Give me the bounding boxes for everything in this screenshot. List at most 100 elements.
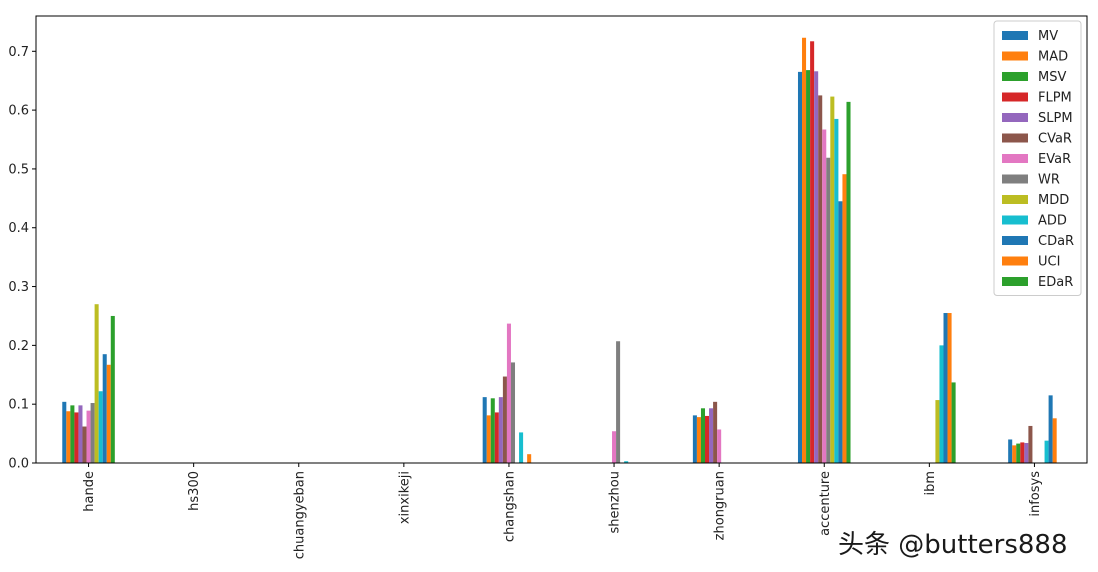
x-tick-label-changshan: changshan xyxy=(502,471,517,542)
y-tick-label: 0.0 xyxy=(8,457,29,472)
bar-mad-accenture xyxy=(802,37,807,463)
legend-label-mad: MAD xyxy=(1038,50,1068,65)
bar-wr-changshan xyxy=(510,362,516,463)
x-tick-label-chuangyeban: chuangyeban xyxy=(292,471,307,559)
y-tick-label: 0.4 xyxy=(8,221,29,236)
bar-mv-changshan xyxy=(482,397,487,463)
bar-msv-infosys xyxy=(1016,443,1021,463)
bar-add-hande xyxy=(98,391,103,463)
legend-swatch-evar xyxy=(1002,154,1028,163)
bar-evar-hande xyxy=(86,410,91,463)
x-tick-label-xinxikeji: xinxikeji xyxy=(397,471,412,524)
bar-wr-shenzhou xyxy=(616,341,621,463)
bar-uci-infosys xyxy=(1052,418,1057,463)
x-axis: hande hs300 chuangyeban xinxikeji changshan s… xyxy=(82,463,1043,559)
legend-swatch-edar xyxy=(1002,277,1028,286)
x-tick-label-ibm: ibm xyxy=(923,471,938,496)
legend-label-cdar: CDaR xyxy=(1038,234,1074,249)
bar-cdar-accenture xyxy=(838,201,843,463)
bar-msv-changshan xyxy=(490,398,495,463)
bar-mv-zhongruan xyxy=(692,415,697,463)
legend-label-uci: UCI xyxy=(1038,255,1060,270)
legend: MV MAD MSV FLPM SLPM CVaR EVaR WR MDD ADD CDaR UCI E… xyxy=(993,20,1082,296)
bar-flpm-accenture xyxy=(810,41,815,463)
y-tick-label: 0.7 xyxy=(8,45,29,60)
watermark-text: 头条 @butters888 xyxy=(838,530,1068,560)
bar-add-infosys xyxy=(1044,440,1049,463)
x-tick-label-accenture: accenture xyxy=(818,471,833,536)
legend-label-mdd: MDD xyxy=(1038,193,1069,208)
bar-flpm-changshan xyxy=(494,412,499,463)
bar-wr-hande xyxy=(90,403,95,463)
bar-msv-zhongruan xyxy=(700,408,705,463)
y-tick-label: 0.6 xyxy=(8,104,29,119)
bar-add-shenzhou xyxy=(624,461,629,463)
bar-mv-hande xyxy=(62,401,67,463)
bar-evar-accenture xyxy=(822,129,827,463)
legend-swatch-wr xyxy=(1002,174,1028,184)
legend-swatch-cdar xyxy=(1002,236,1028,245)
bar-msv-hande xyxy=(70,405,75,463)
legend-swatch-msv xyxy=(1002,72,1028,81)
bar-mad-zhongruan xyxy=(696,417,701,463)
plot-frame xyxy=(35,15,1088,464)
bar-evar-zhongruan xyxy=(717,429,722,463)
bar-slpm-zhongruan xyxy=(709,408,714,463)
bar-cvar-accenture xyxy=(818,95,823,464)
x-tick-label-hs300: hs300 xyxy=(187,471,202,511)
legend-swatch-cvar xyxy=(1002,133,1028,143)
bar-slpm-accenture xyxy=(814,71,819,463)
legend-swatch-slpm xyxy=(1002,113,1028,122)
legend-swatch-flpm xyxy=(1002,92,1028,102)
bar-uci-changshan xyxy=(527,454,532,463)
x-tick-label-shenzhou: shenzhou xyxy=(608,471,623,534)
legend-label-mv: MV xyxy=(1038,29,1058,44)
legend-label-slpm: SLPM xyxy=(1038,111,1073,126)
legend-label-evar: EVaR xyxy=(1038,152,1071,167)
bar-uci-ibm xyxy=(947,313,952,463)
bar-wr-accenture xyxy=(826,157,831,463)
bar-slpm-infosys xyxy=(1024,443,1029,463)
legend-swatch-mad xyxy=(1002,51,1028,61)
bar-slpm-hande xyxy=(78,405,83,463)
legend-label-add: ADD xyxy=(1038,214,1067,229)
bar-flpm-infosys xyxy=(1020,442,1025,463)
bar-mdd-accenture xyxy=(830,96,835,463)
bar-cdar-ibm xyxy=(943,313,948,463)
legend-label-flpm: FLPM xyxy=(1038,91,1072,106)
y-axis: 0.0 0.1 0.2 0.3 0.4 0.5 0.6 0.7 xyxy=(8,45,36,472)
bar-cvar-zhongruan xyxy=(713,401,718,463)
bar-evar-changshan xyxy=(506,323,511,463)
bar-mdd-hande xyxy=(94,304,99,463)
y-tick-label: 0.3 xyxy=(8,280,29,295)
bar-cdar-infosys xyxy=(1048,395,1053,463)
y-tick-label: 0.1 xyxy=(8,398,29,413)
bar-cvar-hande xyxy=(82,426,87,463)
y-tick-label: 0.5 xyxy=(8,162,29,177)
bar-uci-accenture xyxy=(842,174,847,463)
bar-msv-accenture xyxy=(806,70,811,464)
legend-swatch-mv xyxy=(1002,31,1028,40)
bar-add-changshan xyxy=(519,432,524,463)
y-tick-label: 0.2 xyxy=(8,339,29,354)
bar-slpm-changshan xyxy=(498,397,503,463)
bar-add-ibm xyxy=(939,345,944,463)
bar-add-accenture xyxy=(834,118,839,464)
x-tick-label-zhongruan: zhongruan xyxy=(713,471,728,540)
bar-mdd-ibm xyxy=(935,400,940,463)
bar-cvar-infosys xyxy=(1028,425,1033,463)
bar-edar-accenture xyxy=(846,101,851,464)
legend-label-cvar: CVaR xyxy=(1038,132,1072,147)
legend-label-msv: MSV xyxy=(1038,70,1066,85)
x-tick-label-hande: hande xyxy=(82,471,97,512)
bars-layer xyxy=(62,37,1057,464)
legend-box xyxy=(993,20,1082,296)
bar-mad-changshan xyxy=(486,415,491,463)
legend-label-edar: EDaR xyxy=(1038,275,1073,290)
bar-mad-infosys xyxy=(1012,445,1017,463)
bar-evar-shenzhou xyxy=(612,431,617,463)
legend-swatch-mdd xyxy=(1002,195,1028,204)
legend-swatch-uci xyxy=(1002,256,1028,266)
bar-mad-hande xyxy=(66,411,71,463)
bar-cdar-hande xyxy=(102,354,107,463)
